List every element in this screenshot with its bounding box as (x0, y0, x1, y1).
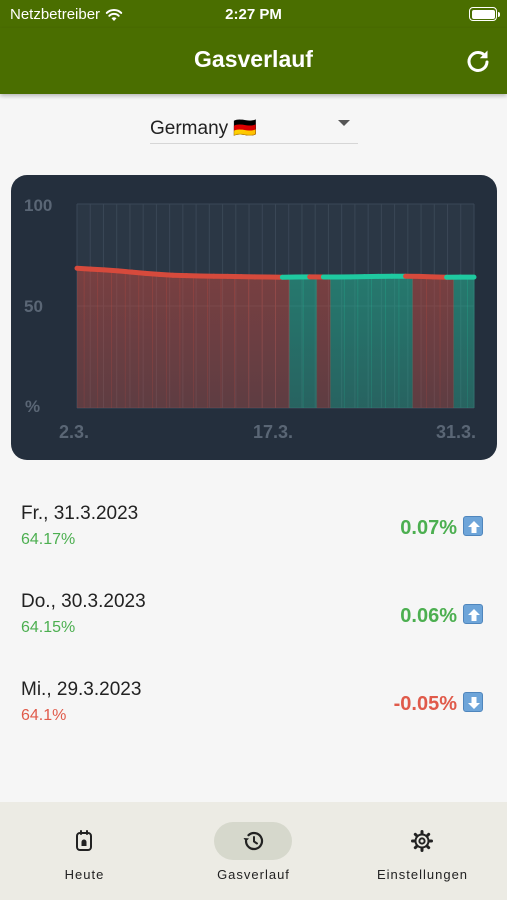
calendar-badge-icon (76, 830, 92, 851)
chevron-down-icon (338, 120, 350, 126)
area-segment (385, 276, 400, 408)
y-tick-label-100: 100 (24, 196, 52, 215)
area-segment (111, 270, 126, 408)
refresh-icon[interactable] (463, 46, 493, 76)
area-segment (343, 276, 359, 408)
chart-area (77, 268, 475, 408)
carrier-name: Netzbetreiber (10, 6, 101, 23)
area-segment (316, 277, 331, 408)
chart-line (74, 265, 477, 280)
carrier-info: Netzbetreiber (10, 6, 123, 23)
history-date: Do., 30.3.2023 (21, 591, 146, 612)
nav-item-gasverlauf[interactable]: Gasverlauf (169, 802, 338, 900)
history-list: Fr., 31.3.2023 64.17% 0.07% Do., 30.3.20… (0, 495, 507, 759)
history-date: Fr., 31.3.2023 (21, 503, 139, 524)
nav-item-einstellungen[interactable]: Einstellungen (338, 802, 507, 900)
list-item: Mi., 29.3.2023 64.1% -0.05% (0, 671, 507, 759)
bottom-navigation: Heute Gasverlauf Einstellunge (0, 802, 507, 900)
history-date: Mi., 29.3.2023 (21, 679, 142, 700)
nav-label: Einstellungen (376, 867, 469, 882)
area-segment (302, 276, 318, 408)
area-segment (165, 275, 181, 408)
area-segment (467, 277, 475, 408)
page-title: Gasverlauf (194, 46, 313, 72)
area-segment (398, 276, 413, 408)
status-bar: Netzbetreiber 2:27 PM (0, 0, 507, 28)
history-level: 64.15% (21, 619, 76, 636)
history-level: 64.17% (21, 531, 76, 548)
wifi-icon (105, 8, 123, 21)
clock: 2:27 PM (225, 6, 282, 23)
y-axis-label: % (25, 397, 40, 416)
area-segment (207, 276, 222, 408)
chart-svg: 100 50 % 2.3. 17.3. 31.3. (24, 196, 477, 442)
list-item: Do., 30.3.2023 64.15% 0.06% (0, 583, 507, 671)
area-segment (412, 276, 427, 408)
x-tick-label-mid: 17.3. (253, 422, 293, 442)
area-segment (275, 277, 290, 408)
area-segment (83, 269, 99, 408)
list-item: Fr., 31.3.2023 64.17% 0.07% (0, 495, 507, 583)
area-segment (330, 277, 345, 408)
country-dropdown[interactable]: Germany 🇩🇪 (150, 108, 358, 144)
area-segment (138, 273, 153, 408)
area-segment (179, 275, 194, 408)
area-segment (193, 276, 208, 408)
area-segment (152, 274, 167, 408)
area-segment (453, 277, 468, 408)
gas-level-chart: 100 50 % 2.3. 17.3. 31.3. (11, 175, 497, 460)
area-segment (426, 276, 441, 408)
nav-item-heute[interactable]: Heute (0, 802, 169, 900)
area-segment (248, 276, 263, 408)
x-tick-label-start: 2.3. (59, 422, 89, 442)
nav-label: Gasverlauf (217, 867, 290, 882)
area-segment (220, 276, 235, 408)
battery-icon (469, 7, 500, 21)
arrow-up-icon (463, 516, 483, 536)
history-change: 0.07% (400, 517, 457, 539)
history-level: 64.1% (21, 707, 67, 724)
history-icon (243, 831, 264, 851)
area-segment (371, 276, 386, 408)
x-tick-label-end: 31.3. (436, 422, 476, 442)
area-segment (439, 277, 454, 408)
area-segment (77, 268, 85, 408)
area-segment (234, 276, 249, 408)
area-segment (357, 276, 372, 408)
arrow-up-icon (463, 604, 483, 624)
area-segment (97, 269, 112, 408)
country-dropdown-value: Germany 🇩🇪 (150, 118, 258, 139)
app-bar: Gasverlauf (0, 28, 507, 94)
history-change: 0.06% (400, 605, 457, 627)
area-segment (124, 272, 140, 408)
y-tick-label-50: 50 (24, 297, 43, 316)
area-segment (289, 277, 304, 408)
gear-icon (411, 830, 433, 852)
area-segment (261, 277, 276, 408)
history-change: -0.05% (393, 693, 457, 715)
nav-label: Heute (64, 867, 105, 882)
arrow-down-icon (463, 692, 483, 712)
